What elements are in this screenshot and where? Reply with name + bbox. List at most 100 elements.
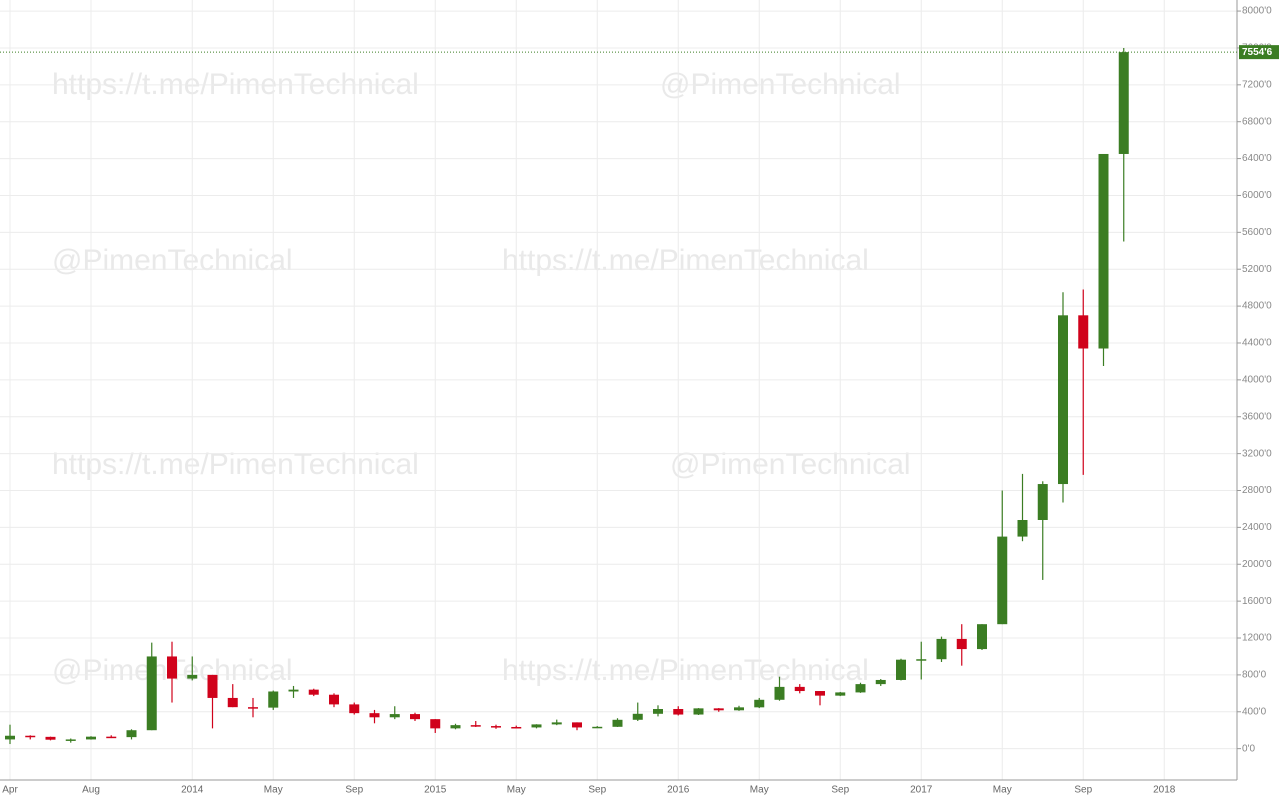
x-tick-label: 2015 [424, 785, 447, 796]
candle-body [126, 730, 137, 738]
candle-body [65, 739, 76, 741]
candle-body [430, 719, 441, 729]
candles [5, 47, 1129, 745]
candle-body [835, 692, 846, 696]
y-tick-label: 6400'0 [1242, 153, 1272, 164]
y-tick-label: 2000'0 [1242, 559, 1272, 570]
last-price-label: 7554'6 [1242, 47, 1273, 58]
x-tick-label: Sep [345, 785, 363, 796]
candle-body [794, 686, 805, 692]
candle-body [612, 719, 623, 727]
y-tick-label: 4400'0 [1242, 338, 1272, 349]
candle-body [774, 686, 785, 700]
watermark: https://t.me/PimenTechnical [52, 448, 419, 481]
candle-body [1017, 520, 1028, 537]
candle-body [308, 689, 319, 695]
x-tick-label: 2016 [667, 785, 690, 796]
x-tick-label: Sep [831, 785, 849, 796]
candle-body [187, 674, 198, 679]
y-tick-label: 4000'0 [1242, 374, 1272, 385]
x-tick-label: Apr [2, 785, 18, 796]
y-tick-label: 5200'0 [1242, 264, 1272, 275]
candle-body [693, 708, 704, 715]
y-tick-label: 6800'0 [1242, 116, 1272, 127]
candle-body [167, 656, 177, 679]
x-tick-label: 2014 [181, 785, 204, 796]
candle-body [855, 684, 866, 693]
y-tick-label: 2400'0 [1242, 522, 1272, 533]
candle-body [1078, 315, 1089, 349]
y-tick-label: 4800'0 [1242, 301, 1272, 312]
y-tick-label: 8000'0 [1242, 6, 1272, 17]
candle-body [288, 689, 299, 692]
x-tick-label: Sep [1074, 785, 1092, 796]
y-tick-label: 0'0 [1242, 743, 1255, 754]
watermark: @PimenTechnical [52, 244, 293, 277]
candle-body [977, 624, 987, 650]
candle-body [491, 726, 501, 728]
candle-body [592, 726, 603, 729]
candle-body [734, 707, 744, 711]
y-tick-label: 3200'0 [1242, 448, 1272, 459]
x-tick-label: Sep [588, 785, 606, 796]
x-tick-label: May [507, 785, 526, 796]
x-tick-label: May [264, 785, 283, 796]
candle-body [815, 691, 825, 696]
candle-body [1098, 153, 1109, 349]
candle-body [896, 659, 906, 680]
candle-body [389, 714, 400, 718]
candle-body [713, 708, 724, 711]
candle-body [450, 725, 461, 729]
y-tick-label: 1200'0 [1242, 633, 1272, 644]
candle-body [936, 638, 947, 660]
candle-body [511, 726, 522, 729]
candle-body [531, 724, 542, 728]
candle-body [916, 659, 927, 661]
candle-body [1037, 484, 1048, 520]
watermark: https://t.me/PimenTechnical [502, 654, 869, 687]
candle-body [5, 735, 15, 740]
candle-body [268, 691, 279, 708]
watermark: https://t.me/PimenTechnical [502, 244, 869, 277]
candle-body [207, 674, 218, 698]
candle-body [572, 722, 582, 728]
y-tick-label: 400'0 [1242, 706, 1267, 717]
candle-body [106, 736, 117, 739]
candle-body [875, 679, 886, 685]
candle-body [410, 714, 420, 720]
y-tick-label: 2800'0 [1242, 485, 1272, 496]
candle-body [248, 707, 258, 709]
x-tick-label: 2018 [1153, 785, 1176, 796]
candle-body [551, 722, 562, 725]
y-tick-label: 1600'0 [1242, 596, 1272, 607]
candle-body [653, 709, 663, 714]
x-tick-label: Aug [82, 785, 100, 796]
x-tick-label: May [750, 785, 769, 796]
candle-body [956, 638, 967, 650]
candle-body [673, 709, 684, 715]
y-tick-label: 800'0 [1242, 670, 1267, 681]
candle-body [470, 725, 481, 727]
watermarks: https://t.me/PimenTechnical @PimenTechnic… [52, 68, 911, 687]
y-tick-label: 7200'0 [1242, 79, 1272, 90]
candle-body [1058, 315, 1068, 485]
y-tick-label: 5600'0 [1242, 227, 1272, 238]
y-tick-label: 3600'0 [1242, 411, 1272, 422]
candle-body [45, 736, 56, 740]
candle-body [349, 704, 360, 714]
last-price-box [1239, 45, 1279, 60]
watermark: @PimenTechnical [670, 448, 911, 481]
candle-body [632, 713, 643, 720]
y-tick-label: 6000'0 [1242, 190, 1272, 201]
candle-body [25, 735, 36, 738]
grid [0, 0, 1237, 780]
candle-body [329, 694, 339, 705]
candle-body [227, 697, 238, 708]
candle-body [997, 536, 1008, 625]
candle-body [1118, 52, 1129, 154]
candle-body [146, 656, 157, 731]
x-tick-label: May [993, 785, 1012, 796]
candle-body [369, 713, 380, 718]
